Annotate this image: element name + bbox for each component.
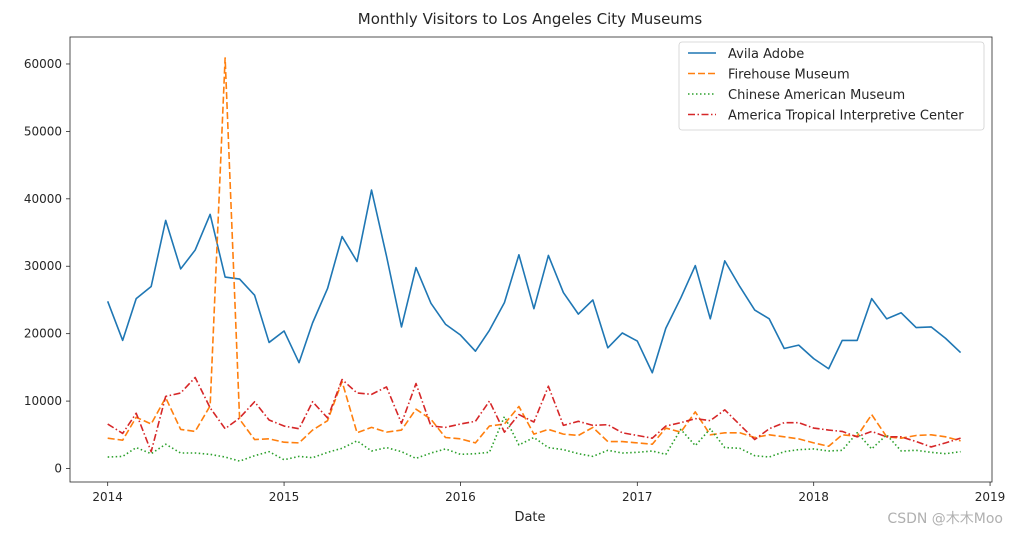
series-line-2 xyxy=(107,57,961,448)
x-tick-label: 2015 xyxy=(269,490,300,504)
series-line-3 xyxy=(107,415,961,462)
series-line-1 xyxy=(106,189,962,374)
legend-label: Avila Adobe xyxy=(728,47,804,62)
y-tick-label: 40000 xyxy=(24,192,62,206)
x-tick-label: 2019 xyxy=(975,490,1006,504)
legend-label: Chinese American Museum xyxy=(728,88,905,103)
legend-label: America Tropical Interpretive Center xyxy=(728,109,964,124)
x-tick-label: 2016 xyxy=(445,490,476,504)
y-tick-label: 60000 xyxy=(24,57,62,71)
x-tick-label: 2018 xyxy=(798,490,829,504)
y-axis: 0 10000 20000 30000 40000 50000 60000 xyxy=(24,57,70,476)
watermark: CSDN @木木Moo xyxy=(887,511,1003,527)
legend-box xyxy=(678,41,985,131)
legend-label: Firehouse Museum xyxy=(728,68,850,83)
y-tick-label: 0 xyxy=(54,462,62,476)
y-tick-label: 50000 xyxy=(24,124,62,138)
x-tick-label: 2014 xyxy=(92,490,123,504)
x-axis-label: Date xyxy=(514,510,545,525)
series-layer xyxy=(106,57,962,462)
y-tick-label: 10000 xyxy=(24,394,62,408)
y-tick-label: 30000 xyxy=(24,259,62,273)
series-line-4 xyxy=(107,376,961,453)
x-axis: 2014 2015 2016 2017 2018 2019 xyxy=(92,482,1005,504)
chart-title: Monthly Visitors to Los Angeles City Mus… xyxy=(358,10,703,28)
legend: Avila Adobe Firehouse Museum Chinese Ameri… xyxy=(678,41,985,131)
y-tick-label: 20000 xyxy=(24,327,62,341)
x-tick-label: 2017 xyxy=(622,490,653,504)
